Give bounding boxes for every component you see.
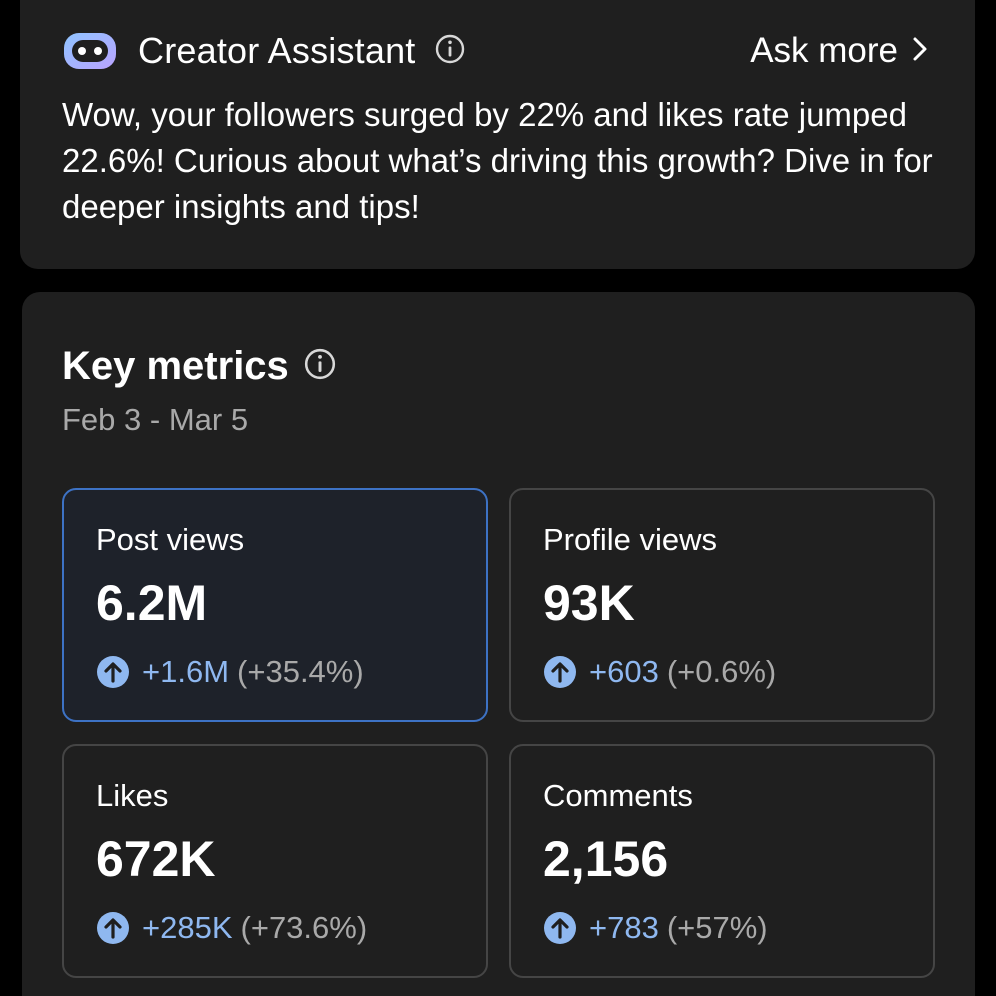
info-icon[interactable] (303, 347, 337, 386)
metric-change: +783 (+57%) (543, 910, 768, 946)
metric-tile-profile-views[interactable]: Profile views 93K +603 (+0.6%) (509, 488, 935, 722)
metric-delta: +783 (589, 910, 659, 945)
metric-delta: +603 (589, 654, 659, 689)
ask-more-label: Ask more (750, 31, 898, 70)
ask-more-button[interactable]: Ask more (750, 31, 928, 71)
metric-tile-comments[interactable]: Comments 2,156 +783 (+57%) (509, 744, 935, 978)
metric-value: 672K (96, 831, 216, 887)
bot-icon (62, 29, 118, 73)
arrow-up-icon (543, 655, 577, 689)
metrics-title: Key metrics (62, 344, 289, 388)
assistant-title: Creator Assistant (138, 30, 416, 71)
arrow-up-icon (96, 911, 130, 945)
metric-change: +285K (+73.6%) (96, 910, 367, 946)
metric-delta: +285K (142, 910, 233, 945)
metric-percent: (+73.6%) (240, 910, 368, 945)
assistant-message: Wow, your followers surged by 22% and li… (62, 96, 933, 225)
arrow-up-icon (96, 655, 130, 689)
chevron-right-icon (912, 36, 928, 67)
metric-percent: (+0.6%) (666, 654, 777, 689)
metric-label: Post views (96, 522, 245, 557)
metric-tile-likes[interactable]: Likes 672K +285K (+73.6%) (62, 744, 488, 978)
metrics-title-row: Key metrics (62, 344, 337, 389)
metric-value: 6.2M (96, 575, 208, 631)
metric-change: +603 (+0.6%) (543, 654, 776, 690)
metric-delta: +1.6M (142, 654, 230, 689)
metric-label: Likes (96, 778, 169, 813)
metric-change: +1.6M (+35.4%) (96, 654, 364, 690)
info-icon[interactable] (434, 33, 466, 70)
metric-percent: (+35.4%) (237, 654, 364, 689)
metric-value: 2,156 (543, 831, 669, 887)
metric-label: Profile views (543, 522, 717, 557)
date-range: Feb 3 - Mar 5 (62, 402, 249, 437)
creator-assistant-card[interactable]: Creator Assistant Ask more Wow, your fol… (20, 0, 975, 269)
metric-value: 93K (543, 575, 635, 631)
arrow-up-icon (543, 911, 577, 945)
metric-percent: (+57%) (666, 910, 768, 945)
metric-tile-post-views[interactable]: Post views 6.2M +1.6M (+35.4%) (62, 488, 488, 722)
metric-label: Comments (543, 778, 693, 813)
key-metrics-card: Key metrics Feb 3 - Mar 5 Post views 6.2… (22, 292, 975, 996)
assistant-header: Creator Assistant Ask more (62, 26, 928, 76)
